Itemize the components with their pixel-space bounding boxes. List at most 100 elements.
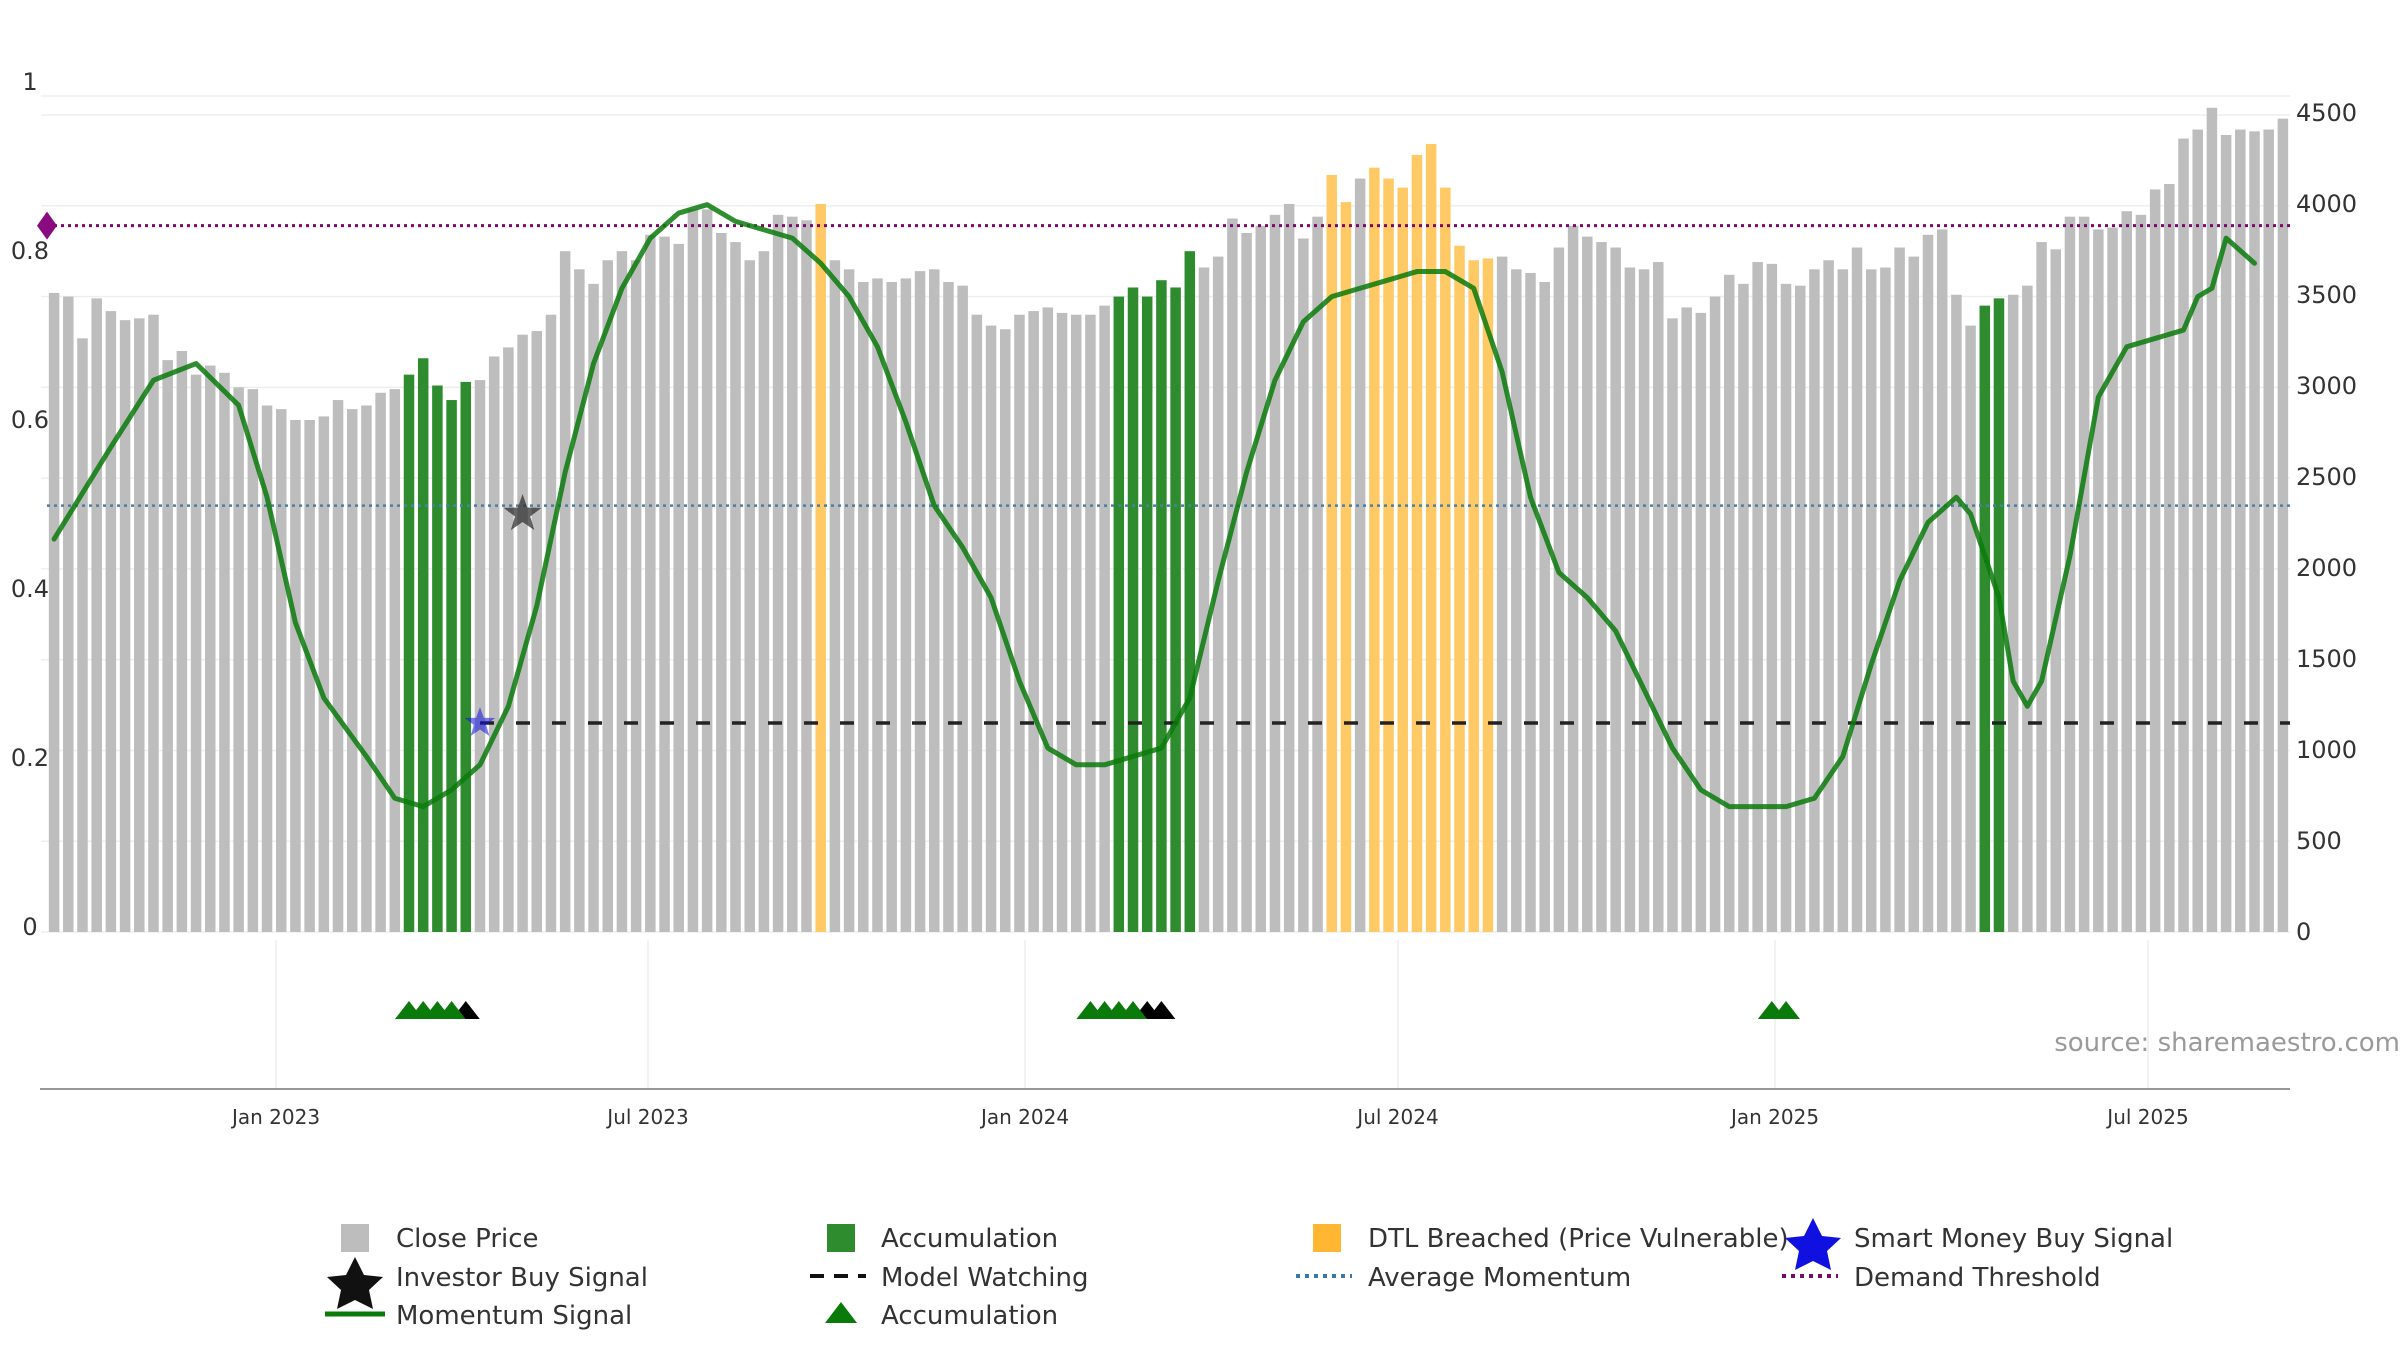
close-price-bar — [517, 334, 528, 932]
close-price-bar — [275, 409, 287, 932]
close-price-bar — [361, 405, 372, 932]
legend-star-icon-investor — [327, 1257, 383, 1309]
dtl-breached-bar — [1482, 258, 1494, 932]
close-price-bar — [673, 243, 684, 933]
close-price-bar — [105, 311, 117, 933]
close-price-bar — [2149, 189, 2161, 933]
close-price-bar — [148, 314, 159, 932]
smart-money-buy-signal-star — [464, 707, 496, 736]
close-price-bar — [659, 236, 670, 933]
x-tick: Jan 2023 — [230, 1105, 320, 1129]
momentum-signal-line — [51, 202, 2258, 810]
right-tick: 0 — [2296, 918, 2311, 946]
accumulation-bar — [460, 381, 472, 932]
close-price-bar — [843, 269, 855, 932]
dtl-breached-bar — [1340, 202, 1352, 932]
legend-swatch-dtl-breached — [1313, 1224, 1341, 1252]
close-price-bar — [730, 242, 741, 933]
accumulation-bar — [417, 358, 429, 933]
close-price-bar — [1553, 247, 1565, 933]
close-price-bar — [1851, 247, 1863, 933]
close-price-bar — [1823, 260, 1834, 932]
close-price-bar — [1794, 285, 1806, 932]
close-price-bar — [2064, 216, 2076, 932]
close-price-bar — [1723, 274, 1735, 932]
source-label: source: sharemaestro.com — [2054, 1028, 2400, 1058]
close-price-bar — [900, 278, 912, 932]
left-axis: 0 0.2 0.4 0.6 0.8 1 — [11, 68, 49, 941]
close-price-bar — [2206, 107, 2218, 932]
close-price-bar — [247, 389, 259, 932]
close-price-bar — [48, 292, 60, 932]
close-price-bar — [1894, 247, 1905, 933]
left-tick: 0.4 — [11, 575, 49, 603]
close-price-bar — [488, 356, 500, 933]
accumulation-bar — [432, 385, 443, 932]
dtl-breached-bar — [1369, 167, 1380, 932]
legend-swatch-accumulation — [827, 1224, 855, 1252]
close-price-bar — [1908, 256, 1920, 932]
close-price-bar — [2107, 227, 2118, 932]
accumulation-marker-black — [1147, 1001, 1176, 1019]
signal-lines — [37, 202, 2290, 810]
close-price-bar — [2007, 294, 2019, 932]
close-price-bar — [205, 365, 216, 933]
signal-panel — [40, 1001, 2290, 1090]
legend-label: Momentum Signal — [396, 1301, 632, 1331]
close-price-bar — [772, 214, 784, 932]
x-tick: Jul 2023 — [605, 1105, 688, 1129]
close-price-bar — [91, 298, 102, 933]
accumulation-bar — [1141, 296, 1153, 932]
close-price-bar — [1496, 256, 1508, 932]
close-price-bar — [389, 389, 401, 932]
legend-label: DTL Breached (Price Vulnerable) — [1368, 1224, 1789, 1254]
close-price-bar — [1837, 269, 1849, 932]
close-price-bar — [1965, 325, 1976, 932]
close-price-bar — [1695, 312, 1707, 932]
close-price-bar — [1610, 247, 1621, 933]
close-price-bar — [2235, 129, 2246, 933]
close-price-bar — [1511, 269, 1522, 932]
close-price-bar — [375, 392, 386, 932]
close-price-bar — [1255, 225, 1267, 932]
close-price-bar — [758, 251, 770, 932]
close-price-bar — [801, 220, 812, 932]
legend-label: Accumulation — [881, 1224, 1058, 1254]
close-price-bar — [233, 387, 244, 932]
close-price-bar — [1028, 311, 1039, 933]
close-price-bar — [2192, 129, 2203, 933]
close-price-bar — [957, 285, 968, 932]
close-price-bar — [1269, 214, 1281, 932]
close-price-bar — [645, 234, 656, 932]
close-price-bar — [559, 251, 571, 932]
close-price-bar — [1298, 238, 1309, 933]
close-price-bar — [2078, 216, 2090, 932]
close-price-bar — [787, 216, 798, 932]
close-price-bar — [1198, 267, 1210, 932]
x-tick: Jan 2024 — [979, 1105, 1069, 1129]
close-price-bar — [701, 209, 713, 933]
accumulation-marker-green — [1119, 1001, 1148, 1019]
threshold-diamond-marker — [37, 211, 57, 240]
close-price-bar — [1283, 203, 1295, 932]
close-price-bar — [687, 209, 699, 933]
investor-buy-signal-star — [503, 494, 542, 531]
close-price-bar — [744, 260, 755, 932]
close-price-bar — [63, 296, 74, 932]
close-price-bar — [346, 409, 358, 932]
close-price-bar — [1681, 307, 1692, 933]
right-tick: 3500 — [2296, 281, 2357, 309]
left-tick: 0.2 — [11, 744, 49, 772]
close-price-bar — [1638, 269, 1650, 932]
legend-triangle-icon-accumulation — [825, 1302, 857, 1323]
accumulation-marker-green — [437, 1001, 466, 1019]
close-price-bar — [2036, 242, 2047, 933]
close-price-bar — [1241, 233, 1252, 932]
close-price-bar — [1354, 178, 1366, 933]
price-bars — [48, 107, 2289, 933]
close-price-bar — [2093, 229, 2104, 932]
close-price-bar — [1596, 242, 1607, 933]
close-price-bar — [2263, 129, 2274, 933]
close-price-bar — [190, 374, 202, 932]
